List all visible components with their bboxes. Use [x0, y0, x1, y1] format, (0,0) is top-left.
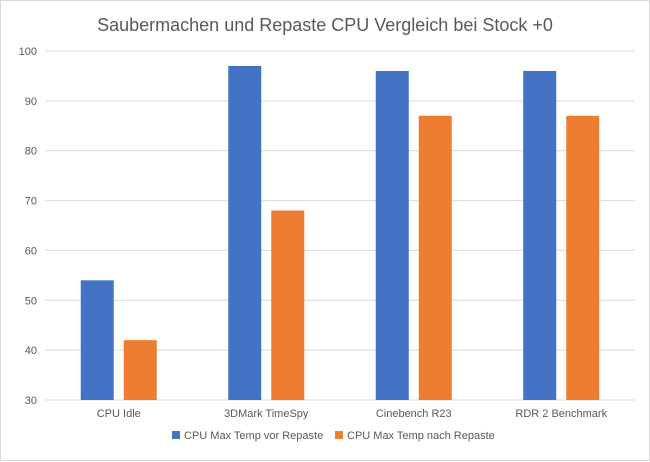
- chart-title: Saubermachen und Repaste CPU Vergleich b…: [97, 15, 553, 35]
- y-tick-label: 90: [25, 96, 37, 108]
- x-tick-label: 3DMark TimeSpy: [224, 408, 309, 420]
- bar-vor-repaste: [523, 70, 557, 400]
- x-axis-ticks: CPU Idle 3DMark TimeSpy Cinebench R23 RDR 2…: [97, 408, 608, 420]
- y-tick-label: 80: [25, 146, 37, 158]
- x-tick-label: Cinebench R23: [376, 408, 452, 420]
- legend-label: CPU Max Temp nach Repaste: [347, 430, 495, 442]
- legend-label: CPU Max Temp vor Repaste: [184, 430, 323, 442]
- y-tick-label: 40: [25, 345, 37, 357]
- y-tick-label: 60: [25, 245, 37, 257]
- y-tick-label: 70: [25, 196, 37, 208]
- legend-swatch: [172, 431, 180, 439]
- bar-nach-repaste: [123, 340, 157, 400]
- bar-nach-repaste: [271, 210, 305, 400]
- bar-vor-repaste: [375, 70, 409, 400]
- bars: [80, 65, 600, 401]
- bar-nach-repaste: [418, 115, 452, 401]
- bar-nach-repaste: [566, 115, 600, 401]
- y-tick-label: 30: [25, 395, 37, 407]
- y-tick-label: 50: [25, 295, 37, 307]
- legend-swatch: [335, 431, 343, 439]
- x-tick-label: RDR 2 Benchmark: [515, 408, 607, 420]
- x-tick-label: CPU Idle: [97, 408, 141, 420]
- y-axis-ticks: 30 40 50 60 70 80 90 100: [19, 46, 37, 407]
- y-tick-label: 100: [19, 46, 37, 58]
- bar-vor-repaste: [80, 280, 114, 400]
- bar-vor-repaste: [228, 65, 262, 400]
- legend: CPU Max Temp vor Repaste CPU Max Temp nac…: [172, 430, 495, 442]
